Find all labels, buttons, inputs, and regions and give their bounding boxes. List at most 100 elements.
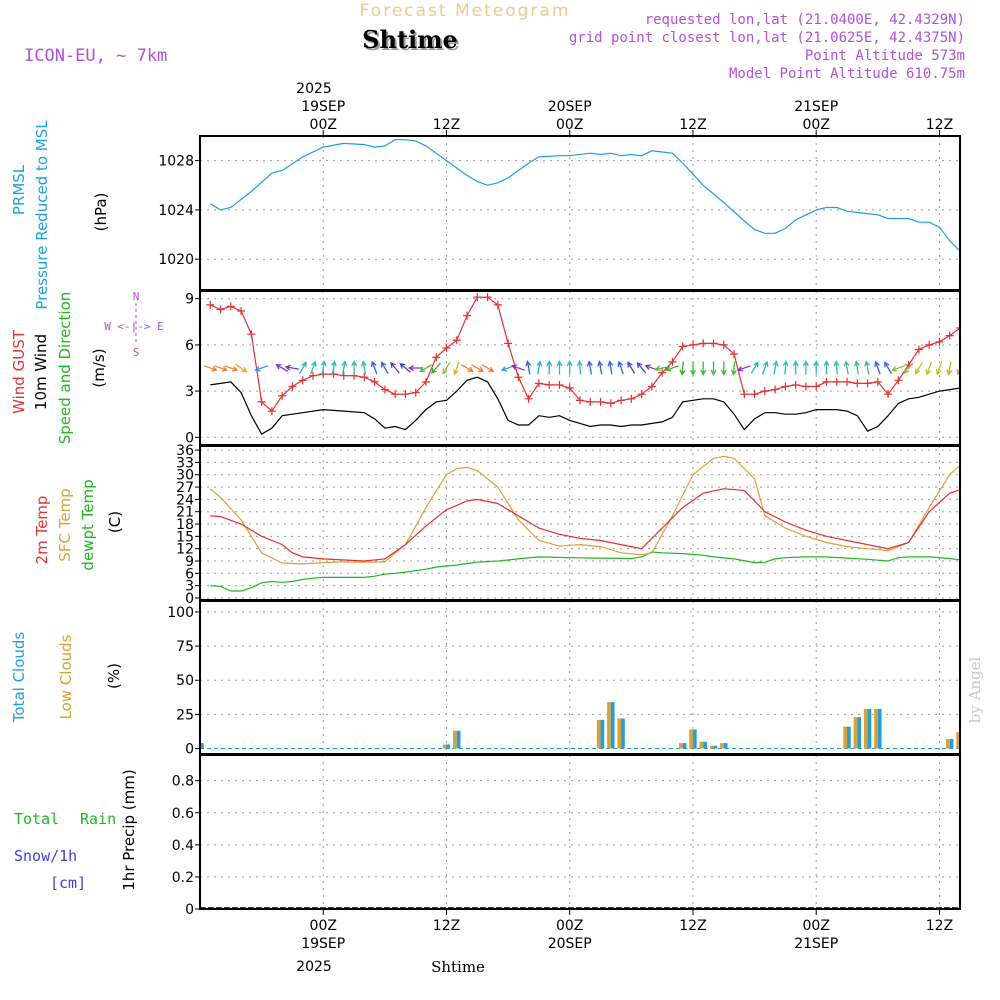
pressure-ytick-label: 1024 xyxy=(158,203,194,219)
wind-gust-marker xyxy=(853,379,862,388)
wind-direction-arrow xyxy=(884,361,892,374)
wind-gust-marker xyxy=(257,397,266,406)
wind-gust-marker xyxy=(473,293,482,302)
wind-ytick-label: 9 xyxy=(185,292,194,308)
wind-direction-arrow xyxy=(864,360,871,375)
wind-direction-arrow xyxy=(627,361,636,374)
total-cloud-bar xyxy=(682,743,687,749)
dewpoint-line xyxy=(210,551,960,592)
wind-gust-marker xyxy=(267,407,276,416)
wind-gust-marker xyxy=(678,342,687,351)
top-year: 2025 xyxy=(296,81,332,97)
low-cloud-bar xyxy=(699,741,704,749)
wind-direction-arrow xyxy=(461,364,474,372)
wind-gust-marker xyxy=(555,380,564,389)
total-cloud-bar xyxy=(713,745,718,749)
supertitle: Forecast Meteogram xyxy=(360,1,571,21)
bottom-date-label: 20SEP xyxy=(548,936,592,952)
wind-direction-arrow xyxy=(320,360,327,375)
wind-gust-marker xyxy=(288,382,297,391)
bottom-date-label: 21SEP xyxy=(794,936,838,952)
wind-direction-arrow xyxy=(407,365,423,371)
wind-direction-arrow xyxy=(772,360,779,375)
precip-unit: 1hr Precip (mm) xyxy=(120,769,138,890)
wind-direction-arrow xyxy=(341,360,348,375)
temp-2m-line xyxy=(210,488,960,562)
clouds-low-label: Low Clouds xyxy=(57,634,75,719)
clouds-ytick-label: 0 xyxy=(185,742,194,758)
gridpoint-coordinates: grid point closest lon,lat (21.0625E, 42… xyxy=(569,30,965,46)
wind-gust-marker xyxy=(308,371,317,380)
wind-direction-arrow xyxy=(956,366,960,376)
wind-gust-marker xyxy=(873,377,882,386)
wind-direction-arrow xyxy=(471,364,485,372)
wind-gust-marker xyxy=(514,373,523,382)
wind-gust-marker xyxy=(647,382,656,391)
wind-gust-marker xyxy=(596,397,605,406)
total-cloud-bar xyxy=(610,702,615,749)
wind-gust-marker xyxy=(812,382,821,391)
wind-gust-marker xyxy=(760,387,769,396)
wind-direction-arrow xyxy=(730,361,737,376)
wind-gust-marker xyxy=(216,305,225,314)
wind-direction-arrow xyxy=(419,364,432,372)
wind-direction-arrow xyxy=(925,361,933,376)
wind-plot-area xyxy=(200,291,960,445)
temp-ytick-label: 27 xyxy=(176,480,194,496)
top-time-label: 12Z xyxy=(926,117,953,133)
wind-direction-arrow xyxy=(370,360,378,375)
low-cloud-bar xyxy=(863,708,868,749)
location-title-shadow: Shtime xyxy=(364,27,460,56)
wind-gust-marker xyxy=(668,357,677,366)
wind-ytick-label: 6 xyxy=(185,338,194,354)
wind-direction-arrow xyxy=(390,361,400,374)
temp-2m-label: 2m Temp xyxy=(33,496,51,565)
top-time-label: 00Z xyxy=(556,117,583,133)
plot-layer: 1020102410280369036912151821242730333602… xyxy=(158,99,961,952)
top-time-label: 12Z xyxy=(679,117,706,133)
wind-gust-marker xyxy=(370,377,379,386)
temp-ytick-label: 18 xyxy=(176,517,194,533)
wind-gust-marker xyxy=(606,399,615,408)
total-cloud-bar xyxy=(949,738,954,749)
wind-direction-arrow xyxy=(442,362,451,375)
wind-gust-marker xyxy=(237,307,246,316)
temp-ytick-label: 21 xyxy=(176,505,194,521)
wind-direction-arrow xyxy=(792,360,799,375)
clouds-ytick-label: 75 xyxy=(176,639,194,655)
precip-ytick-label: 0.4 xyxy=(172,838,194,854)
total-cloud-bar xyxy=(200,743,204,749)
total-cloud-bar xyxy=(446,744,451,749)
low-cloud-bar xyxy=(607,702,611,749)
temp-ytick-label: 30 xyxy=(176,468,194,484)
top-time-label: 00Z xyxy=(310,117,337,133)
compass-west-east: W <-|-> E xyxy=(104,320,164,333)
wind-direction-arrow xyxy=(636,361,647,374)
total-cloud-bar xyxy=(877,708,882,749)
wind-gust-marker xyxy=(442,343,451,352)
wind-gust-marker xyxy=(781,382,790,391)
watermark: by Angel xyxy=(966,656,984,723)
wind-gust-marker xyxy=(843,377,852,386)
top-date-label: 19SEP xyxy=(301,99,345,115)
wind-gust-marker xyxy=(771,385,780,394)
wind-gust-marker xyxy=(894,376,903,385)
wind-gust-marker xyxy=(411,388,420,397)
wind-unit: (m/s) xyxy=(90,348,108,387)
low-cloud-bar xyxy=(843,726,848,749)
wind-gust-marker xyxy=(493,300,502,309)
wind-gust-marker xyxy=(524,394,533,403)
temp-ytick-label: 36 xyxy=(176,443,194,459)
wind-direction-arrow xyxy=(275,364,289,372)
bottom-time-label: 12Z xyxy=(679,918,706,934)
wind-dir-label: Speed and Direction xyxy=(56,292,74,445)
wind-gust-marker xyxy=(247,330,256,339)
temp-ytick-label: 15 xyxy=(176,529,194,545)
wind-direction-arrow xyxy=(750,361,759,374)
wind-direction-arrow xyxy=(935,361,943,376)
wind-gust-marker xyxy=(688,340,697,349)
wind-gust-marker xyxy=(730,350,739,359)
wind-gust-marker xyxy=(206,300,215,309)
wind-gust-marker xyxy=(586,397,595,406)
temp-ytick-label: 33 xyxy=(176,455,194,471)
